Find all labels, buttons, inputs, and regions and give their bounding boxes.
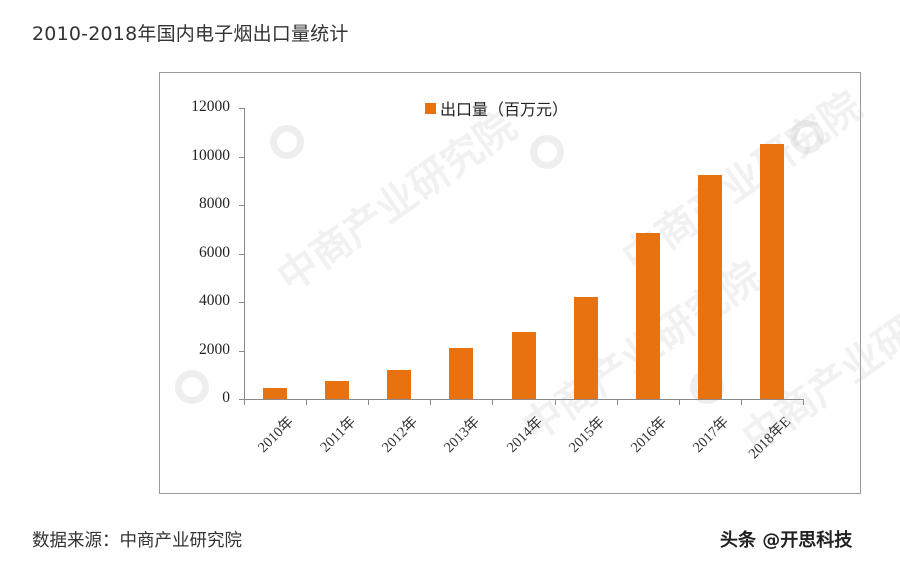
y-tick-label: 0 xyxy=(222,389,230,406)
y-tick-mark xyxy=(239,205,244,206)
chart-frame xyxy=(159,72,861,494)
watermark-text: 中商产业研究院 xyxy=(734,263,900,462)
y-tick-mark xyxy=(239,399,244,400)
x-tick-mark xyxy=(492,399,494,405)
y-tick-mark xyxy=(239,156,244,158)
data-source-note: 数据来源：中商产业研究院 xyxy=(32,531,242,551)
bar-2011年 xyxy=(325,380,350,399)
watermark-logo-icon xyxy=(530,135,564,169)
y-tick-mark xyxy=(239,302,244,303)
x-tick-mark xyxy=(678,399,680,405)
credit-text: 头条 @开思科技 xyxy=(720,530,853,551)
bar-2016年 xyxy=(635,232,660,399)
chart-legend: 出口量（百万元） xyxy=(425,96,568,120)
bar-2013年 xyxy=(449,348,474,399)
watermark-text: 中商产业研究院 xyxy=(269,103,526,302)
x-tick-mark xyxy=(616,399,618,405)
bar-2014年 xyxy=(511,332,536,399)
chart-title: 2010-2018年国内电子烟出口量统计 xyxy=(32,23,349,45)
x-tick-mark xyxy=(740,399,742,405)
y-tick-label: 6000 xyxy=(199,243,230,261)
x-tick-mark xyxy=(554,399,556,405)
x-tick-mark xyxy=(430,399,432,405)
x-axis-line xyxy=(244,399,803,400)
x-tick-mark xyxy=(244,399,245,405)
y-tick-label: 10000 xyxy=(191,146,230,164)
watermark-logo-icon xyxy=(790,120,824,154)
y-tick-mark xyxy=(239,108,244,109)
y-tick-label: 8000 xyxy=(199,195,230,212)
watermark-logo-icon xyxy=(270,125,304,159)
x-tick-mark xyxy=(368,399,370,405)
y-tick-label: 12000 xyxy=(191,98,230,115)
y-tick-label: 4000 xyxy=(199,292,230,309)
x-tick-mark xyxy=(306,399,308,405)
bar-2018年E xyxy=(759,144,784,399)
bar-2010年 xyxy=(263,388,288,399)
bar-2012年 xyxy=(387,369,412,399)
y-axis-line xyxy=(244,108,245,399)
y-tick-mark xyxy=(239,350,244,352)
bar-2015年 xyxy=(573,297,598,399)
legend-swatch-icon xyxy=(425,102,436,114)
legend-label: 出口量（百万元） xyxy=(440,100,569,119)
y-tick-mark xyxy=(239,253,244,255)
bar-2017年 xyxy=(697,174,722,399)
y-tick-label: 2000 xyxy=(199,340,230,358)
x-tick-mark xyxy=(803,399,804,405)
